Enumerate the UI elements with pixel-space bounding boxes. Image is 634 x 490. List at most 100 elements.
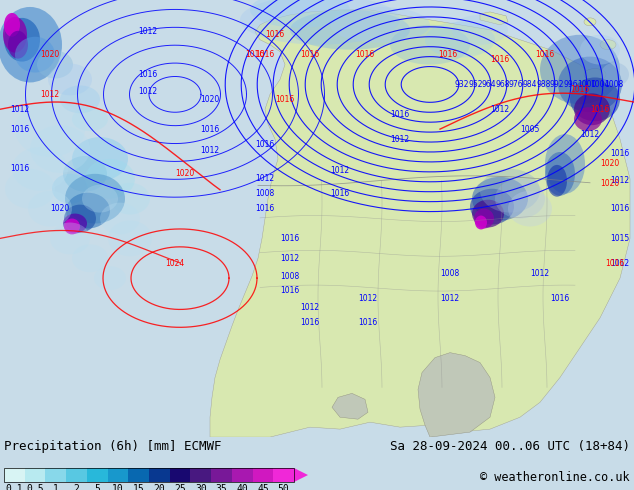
- Text: 1016: 1016: [571, 85, 590, 94]
- Ellipse shape: [545, 134, 585, 194]
- Text: 1008: 1008: [280, 271, 300, 281]
- Ellipse shape: [64, 205, 96, 232]
- Text: 1016: 1016: [10, 124, 30, 134]
- Ellipse shape: [600, 40, 616, 49]
- Text: 1016: 1016: [358, 318, 378, 327]
- Text: 1012: 1012: [41, 90, 60, 99]
- Text: 1020: 1020: [41, 50, 60, 59]
- Text: 1012: 1012: [581, 129, 600, 139]
- Ellipse shape: [574, 94, 610, 125]
- Text: 1020: 1020: [200, 95, 219, 104]
- Bar: [4, 468, 25, 482]
- Text: 1016: 1016: [611, 204, 630, 213]
- Text: © weatheronline.co.uk: © weatheronline.co.uk: [481, 471, 630, 484]
- Text: 25: 25: [174, 484, 186, 490]
- Ellipse shape: [472, 199, 504, 227]
- Ellipse shape: [570, 77, 620, 121]
- Text: 1020: 1020: [50, 204, 70, 213]
- Text: 1016: 1016: [301, 50, 320, 59]
- Text: 1016: 1016: [590, 105, 610, 114]
- Text: 1016: 1016: [275, 95, 295, 104]
- Polygon shape: [294, 468, 308, 482]
- Text: 1012: 1012: [611, 259, 630, 268]
- Text: 1016: 1016: [301, 318, 320, 327]
- Polygon shape: [418, 353, 495, 437]
- Text: 15: 15: [133, 484, 145, 490]
- Ellipse shape: [63, 156, 107, 192]
- Text: 1016: 1016: [200, 124, 219, 134]
- Text: 1012: 1012: [280, 254, 299, 263]
- Text: 50: 50: [278, 484, 290, 490]
- Text: 10: 10: [112, 484, 124, 490]
- Ellipse shape: [558, 57, 622, 112]
- Text: 1004: 1004: [590, 80, 610, 89]
- Ellipse shape: [72, 137, 128, 181]
- Ellipse shape: [390, 25, 470, 65]
- Text: 40: 40: [236, 484, 248, 490]
- Text: 1008: 1008: [256, 189, 275, 198]
- Bar: [252, 468, 273, 482]
- Ellipse shape: [15, 101, 85, 157]
- Polygon shape: [480, 12, 508, 25]
- Ellipse shape: [475, 216, 487, 229]
- Ellipse shape: [30, 125, 90, 173]
- Text: 1016: 1016: [256, 50, 275, 59]
- Text: 1012: 1012: [301, 303, 320, 313]
- Ellipse shape: [52, 174, 88, 204]
- Ellipse shape: [37, 50, 73, 78]
- Ellipse shape: [330, 7, 430, 43]
- Bar: [46, 468, 66, 482]
- Text: 1012: 1012: [138, 27, 158, 36]
- Bar: [190, 468, 211, 482]
- Text: 1012: 1012: [200, 147, 219, 155]
- Text: 1012: 1012: [611, 176, 630, 185]
- Ellipse shape: [540, 35, 620, 104]
- Ellipse shape: [470, 189, 514, 224]
- Text: 35: 35: [216, 484, 228, 490]
- Bar: [87, 468, 108, 482]
- Text: 1016: 1016: [10, 164, 30, 173]
- Text: 1016: 1016: [256, 140, 275, 148]
- Text: 30: 30: [195, 484, 207, 490]
- Ellipse shape: [480, 169, 540, 213]
- Text: 1016: 1016: [611, 149, 630, 158]
- Ellipse shape: [8, 31, 28, 59]
- Text: 1012: 1012: [491, 105, 510, 114]
- Ellipse shape: [4, 13, 20, 37]
- Ellipse shape: [60, 85, 100, 113]
- Ellipse shape: [15, 37, 55, 73]
- Bar: [25, 468, 46, 482]
- Text: 1016: 1016: [605, 259, 624, 268]
- Text: 1016: 1016: [280, 286, 300, 294]
- Text: 1024: 1024: [165, 259, 184, 268]
- Ellipse shape: [65, 174, 125, 223]
- Ellipse shape: [425, 22, 495, 58]
- Ellipse shape: [452, 15, 508, 45]
- Ellipse shape: [601, 63, 629, 86]
- Ellipse shape: [85, 159, 135, 198]
- Text: 1012: 1012: [138, 87, 158, 96]
- Ellipse shape: [108, 220, 152, 256]
- Text: 1020: 1020: [176, 170, 195, 178]
- Text: 996: 996: [563, 80, 578, 89]
- Ellipse shape: [240, 0, 400, 45]
- Text: 932: 932: [455, 80, 469, 89]
- Ellipse shape: [4, 18, 40, 62]
- Text: 0.1: 0.1: [6, 484, 23, 490]
- Text: 988: 988: [536, 80, 550, 89]
- Text: 964: 964: [482, 80, 496, 89]
- Text: 1005: 1005: [521, 124, 540, 134]
- Text: 1012: 1012: [330, 167, 349, 175]
- Ellipse shape: [63, 214, 87, 233]
- Ellipse shape: [547, 165, 567, 196]
- Text: 1016: 1016: [256, 204, 275, 213]
- Text: 1012: 1012: [256, 174, 275, 183]
- Ellipse shape: [474, 209, 494, 228]
- Ellipse shape: [584, 69, 606, 80]
- Polygon shape: [332, 393, 368, 419]
- Ellipse shape: [48, 64, 92, 96]
- Ellipse shape: [472, 177, 528, 220]
- Text: 1000: 1000: [577, 80, 596, 89]
- Text: 1016: 1016: [245, 50, 264, 59]
- Text: 1008: 1008: [441, 269, 460, 278]
